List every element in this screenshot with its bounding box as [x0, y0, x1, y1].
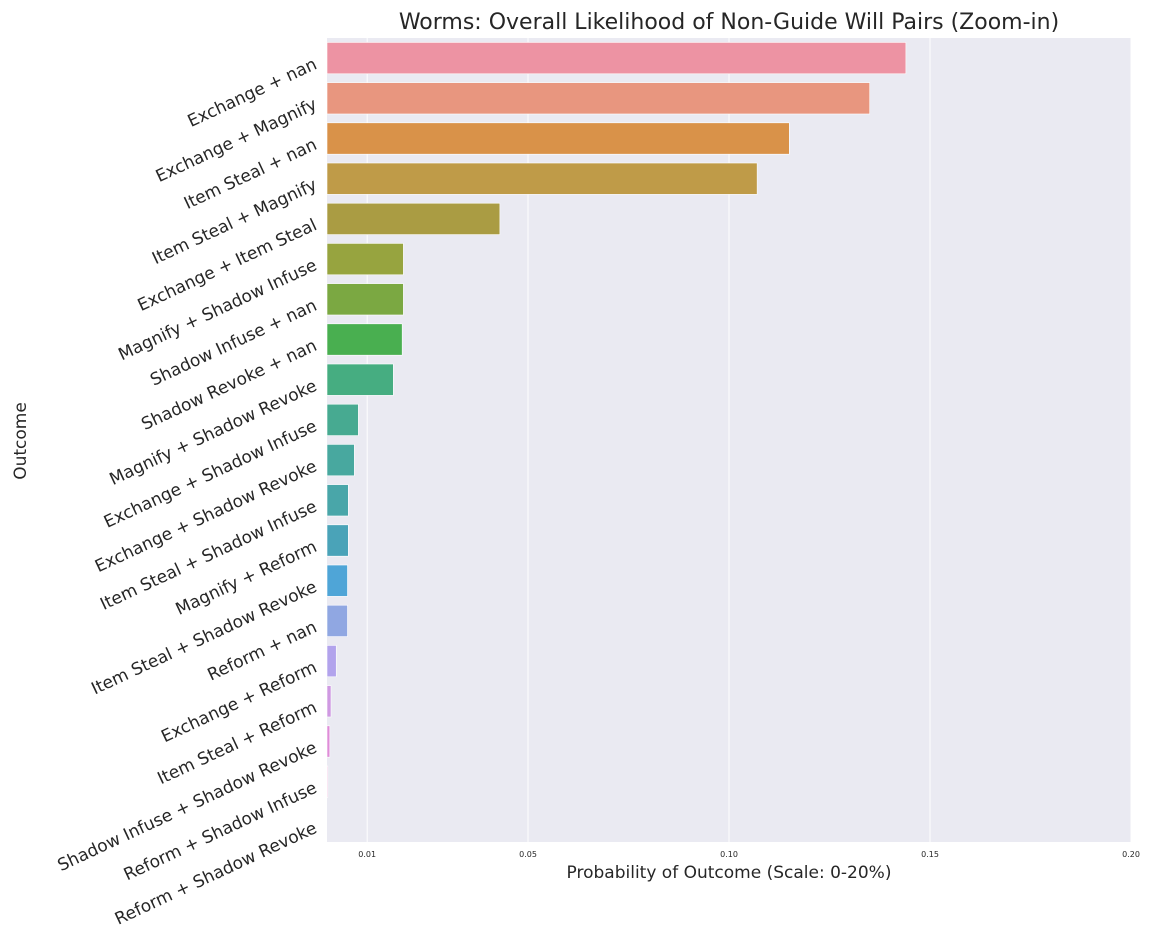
- bar: [326, 484, 349, 517]
- y-axis-label: Outcome: [11, 402, 31, 480]
- bar: [326, 42, 907, 75]
- bar: [326, 323, 403, 356]
- x-axis-ticks: 0.01 0.05 0.10 0.15 0.20: [358, 850, 1140, 859]
- bar: [326, 363, 394, 396]
- bar: [326, 243, 404, 276]
- x-tick-label: 0.01: [358, 850, 376, 859]
- bar: [326, 122, 790, 155]
- bar: [326, 444, 355, 477]
- x-tick-label: 0.10: [720, 850, 738, 859]
- bar: [326, 283, 404, 316]
- bar: [326, 524, 349, 557]
- bar: [326, 685, 332, 718]
- x-tick-label: 0.15: [921, 850, 939, 859]
- plot-area: [326, 38, 1132, 842]
- bar: [326, 82, 871, 115]
- bar: [326, 604, 348, 637]
- x-axis-label: Probability of Outcome (Scale: 0-20%): [567, 863, 892, 883]
- bar: [326, 725, 331, 758]
- x-tick-label: 0.05: [519, 850, 537, 859]
- bar: [326, 162, 758, 195]
- chart-title: Worms: Overall Likelihood of Non-Guide W…: [399, 10, 1059, 35]
- bar: [326, 403, 359, 436]
- bar: [326, 765, 329, 798]
- x-tick-label: 0.20: [1122, 850, 1140, 859]
- bar: [326, 645, 337, 678]
- bar: [326, 202, 501, 235]
- bar: [326, 564, 348, 597]
